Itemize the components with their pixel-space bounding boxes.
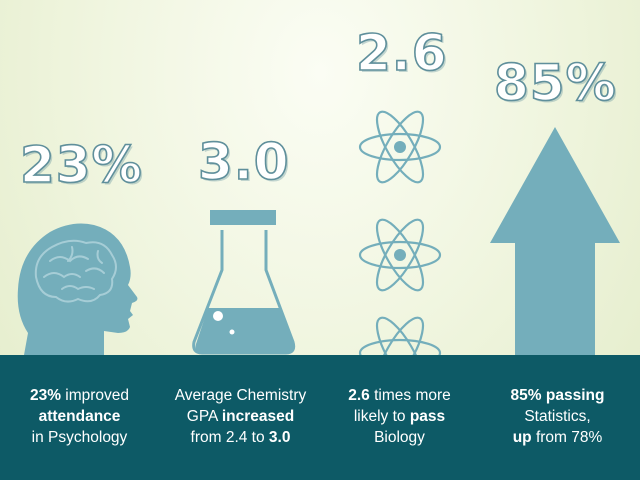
stat-number-biology: 2.6 [355, 24, 448, 82]
infographic-stage: 23% 3.0 2.6 85% [17, 24, 620, 355]
up-arrow-icon [490, 127, 620, 355]
caption-chemistry: Average Chemistry GPA increased from 2.4… [174, 387, 307, 446]
stat-number-psychology: 23% [19, 136, 143, 194]
head-brain-icon [17, 223, 138, 355]
flask-icon [192, 210, 296, 355]
stat-number-statistics: 85% [493, 54, 617, 112]
caption-statistics: 85% passing Statistics, up from 78% [510, 387, 605, 446]
caption-psychology: 23% improved attendance in Psychology [29, 387, 130, 446]
caption-biology: 2.6 times more likely to pass Biology [348, 387, 451, 446]
atom-icon [358, 110, 442, 355]
captions-band: 23% improved attendance in Psychology Av… [0, 355, 640, 480]
stat-number-chemistry: 3.0 [197, 133, 290, 191]
